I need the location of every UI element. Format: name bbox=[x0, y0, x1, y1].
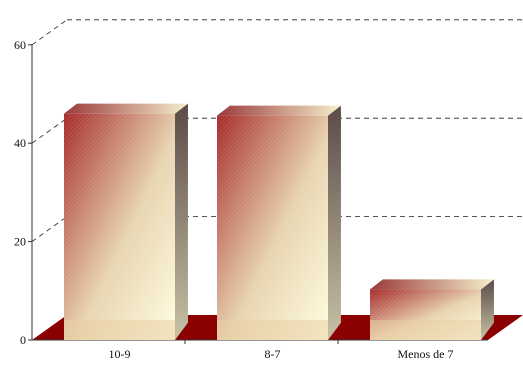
bar-hatch bbox=[64, 113, 175, 341]
bars bbox=[64, 103, 494, 341]
bar-base-band bbox=[217, 320, 328, 340]
gridline-diagonal bbox=[31, 216, 68, 242]
bar-top bbox=[64, 103, 188, 114]
bar bbox=[370, 279, 494, 340]
x-tick-label: Menos de 7 bbox=[398, 347, 454, 361]
gridline-diagonal bbox=[31, 19, 68, 46]
y-tick-label: 20 bbox=[14, 235, 26, 249]
bar-top bbox=[217, 105, 341, 116]
x-tick-label: 10-9 bbox=[109, 347, 131, 361]
x-tick-label: 8-7 bbox=[265, 347, 281, 361]
y-tick-label: 60 bbox=[14, 38, 26, 52]
labels: 0 20 40 60 10-9 8-7 Menos de 7 bbox=[14, 38, 454, 361]
bar-side bbox=[328, 105, 341, 340]
bar-top bbox=[370, 279, 494, 290]
bar-side bbox=[481, 279, 494, 340]
bar bbox=[64, 103, 188, 341]
bar-hatch bbox=[217, 115, 328, 340]
bar-base-band bbox=[370, 320, 481, 340]
y-tick-label: 40 bbox=[14, 136, 26, 150]
gridline-diagonal bbox=[31, 117, 68, 144]
bar bbox=[217, 105, 341, 340]
bar-side bbox=[175, 103, 188, 341]
y-tick-label: 0 bbox=[20, 333, 26, 347]
bar-base-band bbox=[64, 320, 175, 340]
